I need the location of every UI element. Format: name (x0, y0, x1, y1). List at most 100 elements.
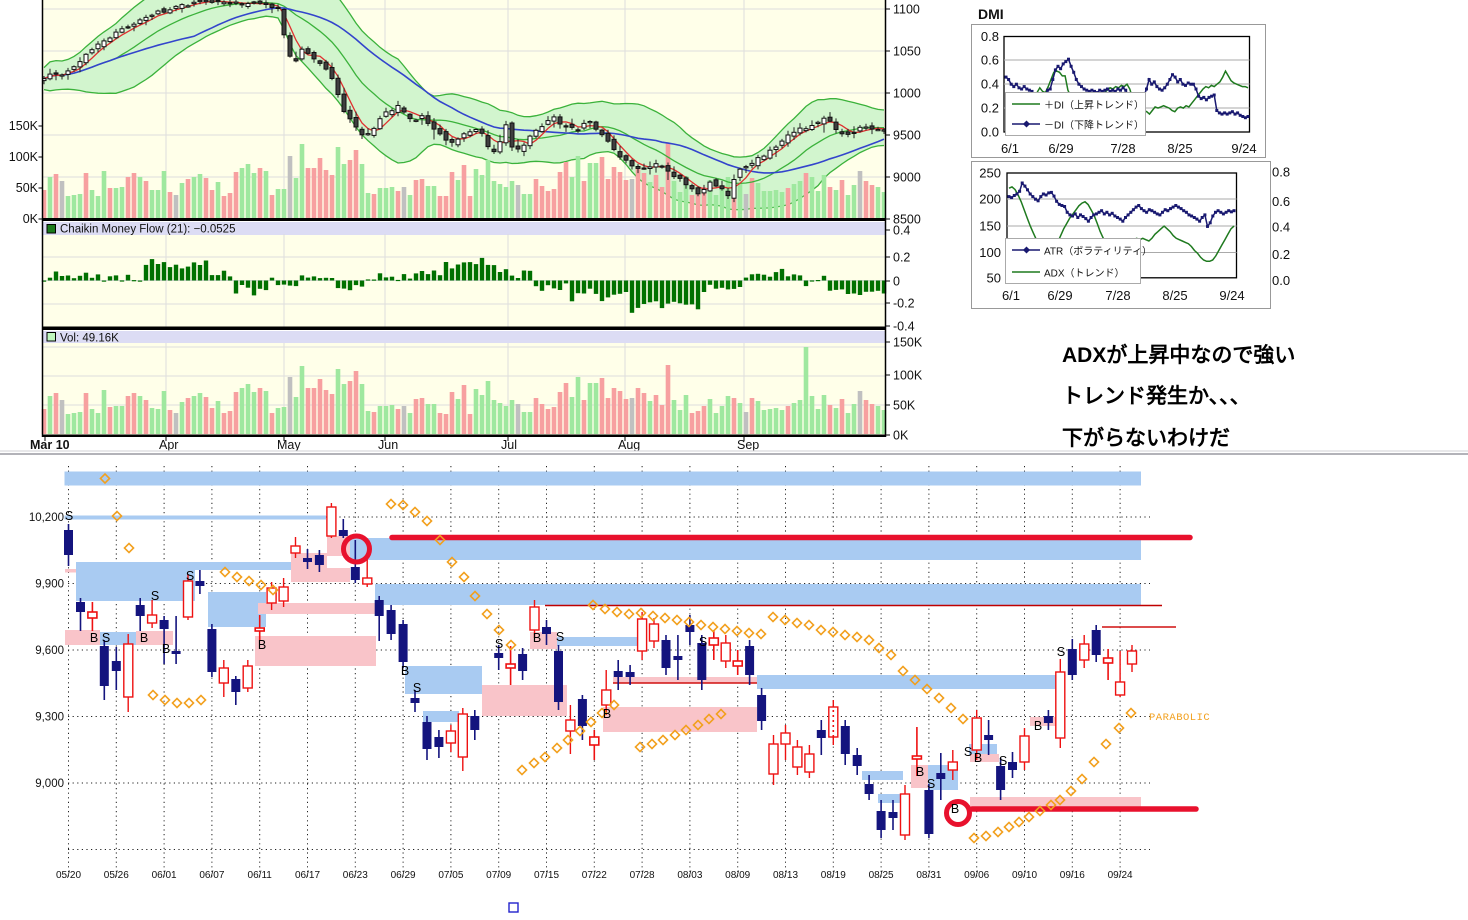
svg-text:7/28: 7/28 (1105, 288, 1130, 303)
svg-text:10,200: 10,200 (29, 512, 64, 524)
svg-text:May: May (277, 438, 301, 452)
svg-text:0.8: 0.8 (1272, 165, 1290, 180)
svg-text:08/09: 08/09 (725, 870, 750, 881)
svg-text:50K: 50K (16, 181, 39, 195)
svg-text:05/20: 05/20 (56, 870, 81, 881)
svg-text:0K: 0K (893, 429, 909, 443)
svg-text:－DI（下降トレンド）: －DI（下降トレンド） (1044, 119, 1144, 132)
svg-text:DMI: DMI (978, 6, 1004, 22)
svg-text:50K: 50K (893, 399, 916, 413)
svg-text:S: S (1057, 645, 1065, 659)
svg-text:09/24: 09/24 (1108, 870, 1133, 881)
svg-text:6/1: 6/1 (1001, 141, 1019, 156)
svg-text:Mar 10: Mar 10 (30, 438, 70, 452)
svg-text:9000: 9000 (893, 171, 921, 185)
svg-text:06/17: 06/17 (295, 870, 320, 881)
svg-text:B: B (974, 751, 982, 765)
svg-text:PARABOLIC: PARABOLIC (1149, 712, 1210, 724)
svg-text:1050: 1050 (893, 45, 921, 59)
svg-text:S: S (151, 589, 159, 603)
svg-text:Sep: Sep (737, 438, 759, 452)
svg-text:09/10: 09/10 (1012, 870, 1037, 881)
svg-text:50: 50 (987, 270, 1001, 285)
svg-text:07/09: 07/09 (486, 870, 511, 881)
svg-text:08/13: 08/13 (773, 870, 798, 881)
svg-text:Apr: Apr (159, 438, 178, 452)
svg-text:09/16: 09/16 (1060, 870, 1085, 881)
svg-text:08/31: 08/31 (916, 870, 941, 881)
svg-text:9,600: 9,600 (35, 645, 64, 657)
svg-text:8/25: 8/25 (1162, 288, 1187, 303)
svg-text:250: 250 (979, 166, 1001, 181)
svg-text:B: B (90, 631, 98, 645)
svg-text:0: 0 (893, 275, 900, 289)
svg-text:S: S (964, 745, 972, 759)
svg-text:S: S (495, 637, 503, 651)
svg-text:B: B (140, 631, 148, 645)
svg-text:150K: 150K (893, 336, 923, 350)
svg-text:6/29: 6/29 (1047, 288, 1072, 303)
svg-text:100: 100 (979, 245, 1001, 260)
svg-text:Vol: 49.16K: Vol: 49.16K (60, 333, 119, 345)
svg-text:B: B (916, 765, 924, 779)
svg-text:07/15: 07/15 (534, 870, 559, 881)
svg-text:Chaikin Money Flow (21): −0.05: Chaikin Money Flow (21): −0.0525 (60, 224, 235, 236)
svg-text:150K: 150K (9, 119, 39, 133)
svg-text:100K: 100K (893, 369, 923, 383)
svg-text:200: 200 (979, 192, 1001, 207)
svg-text:06/11: 06/11 (248, 870, 273, 881)
svg-text:B: B (533, 631, 541, 645)
svg-text:S: S (699, 635, 707, 649)
svg-text:9/24: 9/24 (1231, 141, 1256, 156)
svg-text:07/05: 07/05 (438, 870, 463, 881)
svg-text:06/29: 06/29 (391, 870, 416, 881)
svg-text:ADX（トレンド）: ADX（トレンド） (1044, 268, 1125, 280)
svg-text:＋DI（上昇トレンド）: ＋DI（上昇トレンド） (1044, 100, 1144, 112)
svg-text:09/06: 09/06 (964, 870, 989, 881)
svg-text:9,000: 9,000 (35, 778, 64, 790)
svg-text:Aug: Aug (618, 438, 640, 452)
svg-text:S: S (413, 681, 421, 695)
svg-text:B: B (401, 664, 409, 678)
svg-text:0.2: 0.2 (1272, 247, 1290, 262)
svg-text:-0.4: -0.4 (893, 320, 915, 334)
svg-text:-0.2: -0.2 (893, 297, 915, 311)
svg-text:8500: 8500 (893, 213, 921, 227)
svg-text:150: 150 (979, 219, 1001, 234)
svg-text:S: S (186, 569, 194, 583)
svg-text:0.6: 0.6 (981, 53, 999, 68)
svg-text:9,900: 9,900 (35, 579, 64, 591)
svg-text:B: B (1034, 719, 1042, 733)
svg-text:0.2: 0.2 (893, 251, 910, 265)
svg-text:下がらないわけだ: 下がらないわけだ (1062, 426, 1230, 450)
svg-text:100K: 100K (9, 150, 39, 164)
svg-text:0.0: 0.0 (1272, 273, 1290, 288)
svg-text:B: B (162, 642, 170, 656)
svg-text:9/24: 9/24 (1219, 288, 1244, 303)
svg-text:B: B (603, 707, 611, 721)
svg-text:07/22: 07/22 (582, 870, 607, 881)
svg-text:B: B (258, 638, 266, 652)
svg-text:0.0: 0.0 (981, 125, 999, 140)
svg-text:0.8: 0.8 (981, 29, 999, 44)
svg-text:06/07: 06/07 (199, 870, 224, 881)
svg-text:ADXが上昇中なので強い: ADXが上昇中なので強い (1062, 343, 1295, 367)
svg-text:08/25: 08/25 (869, 870, 894, 881)
svg-text:S: S (65, 509, 73, 523)
svg-text:06/01: 06/01 (152, 870, 177, 881)
svg-text:トレンド発生か、、、: トレンド発生か、、、 (1062, 384, 1251, 408)
svg-text:S: S (999, 754, 1007, 768)
svg-text:06/23: 06/23 (343, 870, 368, 881)
svg-text:9,300: 9,300 (35, 712, 64, 724)
svg-text:0.4: 0.4 (981, 77, 999, 92)
svg-text:0K: 0K (23, 212, 39, 226)
svg-text:07/28: 07/28 (630, 870, 655, 881)
svg-text:7/28: 7/28 (1110, 141, 1135, 156)
svg-text:6/1: 6/1 (1002, 288, 1020, 303)
svg-text:08/19: 08/19 (821, 870, 846, 881)
svg-text:0.4: 0.4 (1272, 220, 1290, 235)
svg-text:9500: 9500 (893, 129, 921, 143)
svg-text:05/26: 05/26 (104, 870, 129, 881)
svg-text:B: B (951, 802, 959, 816)
svg-text:0.4: 0.4 (893, 224, 910, 238)
